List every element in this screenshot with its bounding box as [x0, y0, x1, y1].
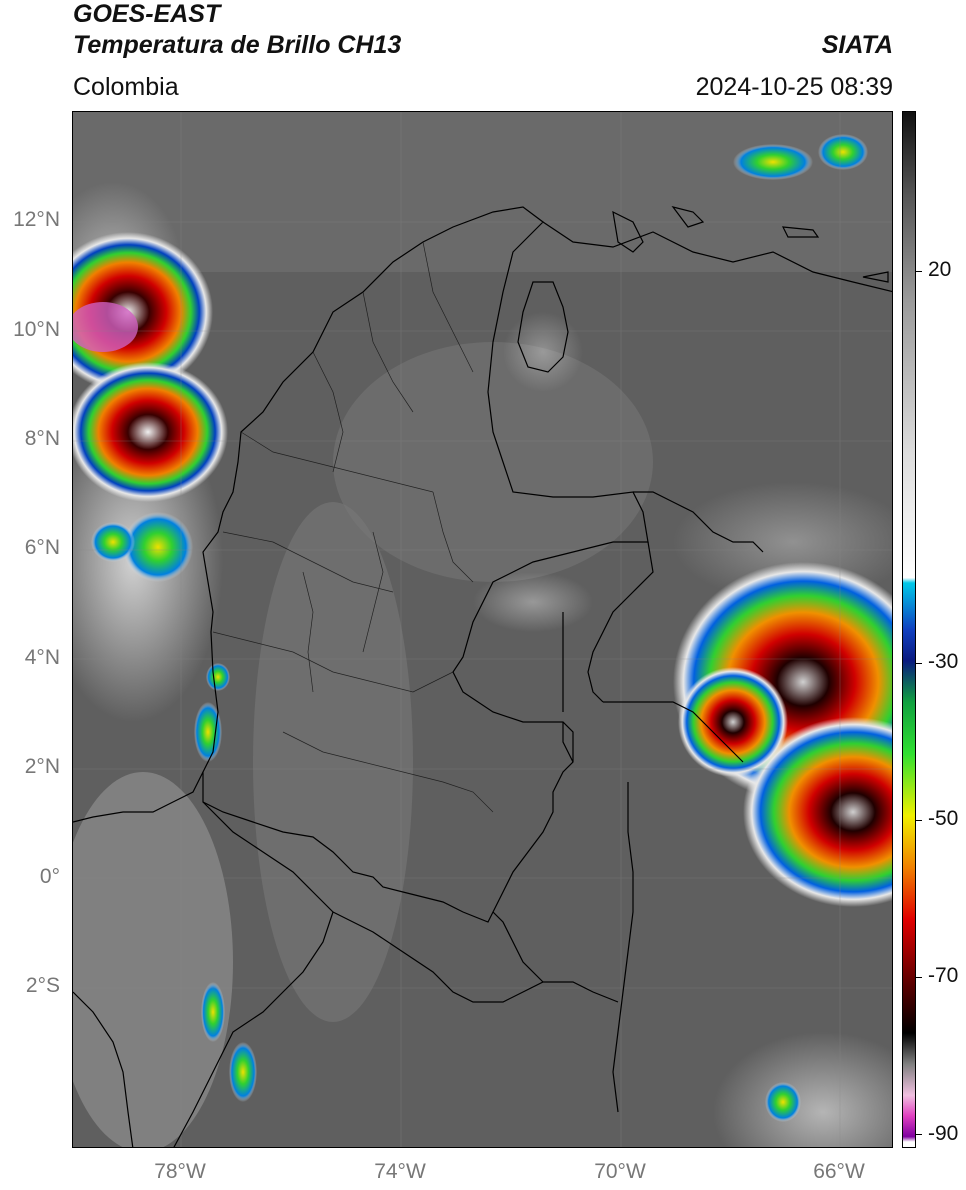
satellite-map [72, 111, 893, 1148]
colorbar-tickmark [916, 271, 922, 272]
lat-label-2s: 2°S [25, 974, 60, 997]
colorbar-label-minus70: -70 [928, 964, 959, 987]
lat-label-6n: 6°N [24, 536, 60, 559]
colorbar-label-minus90: -90 [928, 1122, 959, 1145]
colorbar-label-minus30: -30 [928, 650, 959, 673]
colorbar-label-minus50: -50 [928, 807, 959, 830]
colorbar-tickmark [916, 1134, 922, 1135]
lat-label-4n: 4°N [24, 646, 60, 669]
lat-label-2n: 2°N [24, 755, 60, 778]
org-title: SIATA [821, 31, 893, 59]
colorbar-tickmark [916, 977, 922, 978]
lon-label-70w: 70°W [594, 1160, 646, 1183]
product-title: Temperatura de Brillo CH13 [73, 31, 402, 59]
colorbar-label-20: 20 [928, 258, 952, 281]
satellite-title: GOES-EAST [73, 0, 221, 28]
temperature-colorbar [902, 111, 916, 1148]
lat-label-10n: 10°N [13, 318, 60, 341]
colorbar-tickmark [916, 820, 922, 821]
lat-label-0: 0° [39, 865, 60, 888]
lon-label-78w: 78°W [154, 1160, 206, 1183]
lat-label-12n: 12°N [13, 208, 60, 231]
region-label: Colombia [73, 73, 179, 101]
lon-label-74w: 74°W [374, 1160, 426, 1183]
colorbar-tickmark [916, 663, 922, 664]
datetime-label: 2024-10-25 08:39 [695, 73, 893, 101]
lat-label-8n: 8°N [24, 427, 60, 450]
lon-label-66w: 66°W [813, 1160, 865, 1183]
